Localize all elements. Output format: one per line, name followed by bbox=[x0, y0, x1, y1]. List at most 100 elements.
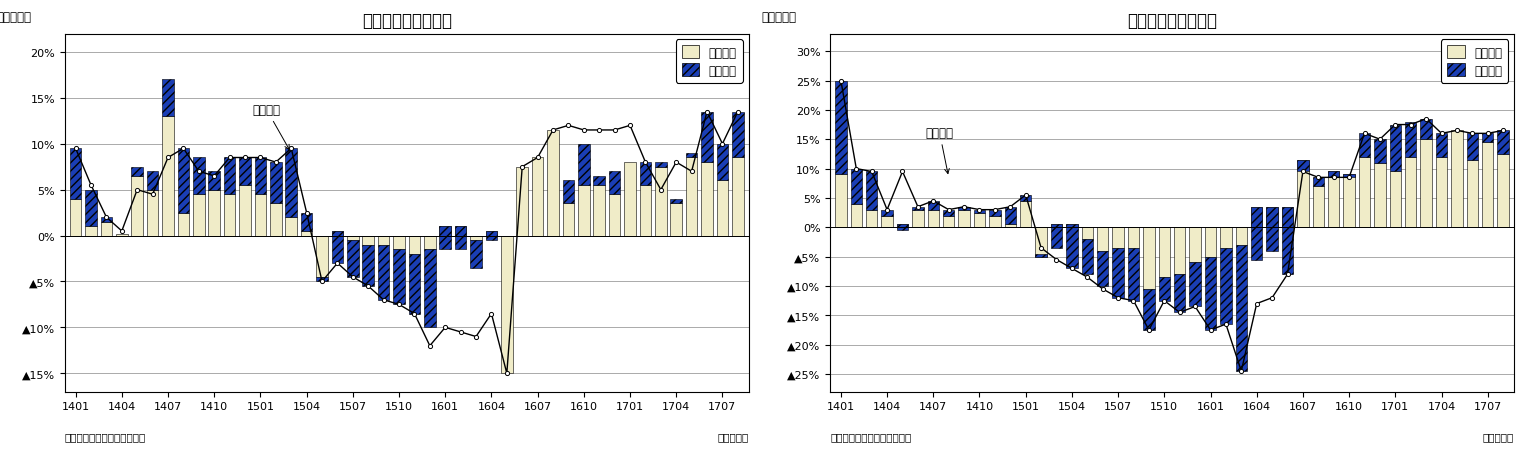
Text: （年・月）: （年・月） bbox=[717, 431, 749, 441]
Bar bbox=[1205, 257, 1217, 330]
Bar bbox=[194, 195, 204, 236]
Bar bbox=[639, 186, 651, 236]
Bar bbox=[300, 213, 313, 231]
Bar bbox=[1420, 120, 1432, 140]
Bar bbox=[1127, 228, 1139, 248]
Bar bbox=[1328, 172, 1339, 178]
Bar bbox=[1235, 245, 1247, 371]
Bar bbox=[990, 210, 1000, 216]
Bar bbox=[593, 176, 605, 186]
Bar bbox=[162, 117, 174, 236]
Bar bbox=[131, 176, 143, 236]
Bar bbox=[717, 181, 729, 236]
Bar bbox=[1374, 140, 1386, 163]
Bar bbox=[1281, 207, 1293, 228]
Bar bbox=[608, 195, 621, 236]
Bar bbox=[454, 227, 467, 250]
Bar bbox=[194, 158, 204, 195]
Bar bbox=[1452, 131, 1462, 228]
Bar bbox=[70, 199, 81, 236]
Bar bbox=[671, 204, 682, 236]
Text: 輸入金額: 輸入金額 bbox=[926, 127, 953, 174]
Bar bbox=[702, 163, 712, 236]
Bar bbox=[1374, 163, 1386, 228]
Bar bbox=[1081, 228, 1093, 239]
Bar bbox=[116, 234, 128, 236]
Bar bbox=[1159, 228, 1170, 277]
Bar bbox=[1020, 202, 1031, 228]
Bar bbox=[1298, 161, 1308, 172]
Bar bbox=[836, 81, 846, 175]
Bar bbox=[1359, 157, 1371, 228]
Bar bbox=[866, 210, 877, 228]
Bar bbox=[1235, 228, 1247, 245]
Bar bbox=[732, 112, 744, 158]
Bar bbox=[686, 158, 697, 236]
Bar bbox=[1266, 207, 1278, 251]
Bar bbox=[1328, 172, 1339, 228]
Bar bbox=[270, 204, 282, 236]
Bar bbox=[1144, 289, 1154, 330]
Text: （年・月）: （年・月） bbox=[1482, 431, 1514, 441]
Bar bbox=[209, 172, 220, 190]
Bar bbox=[656, 167, 666, 236]
Bar bbox=[517, 167, 528, 236]
Bar bbox=[70, 149, 81, 199]
Bar bbox=[378, 236, 389, 245]
Bar bbox=[927, 210, 939, 228]
Bar bbox=[1498, 155, 1508, 228]
Bar bbox=[331, 231, 343, 236]
Bar bbox=[1298, 161, 1308, 228]
Bar bbox=[1051, 225, 1063, 228]
Bar bbox=[1096, 228, 1109, 251]
Bar bbox=[470, 236, 482, 240]
Bar bbox=[255, 158, 267, 195]
Bar bbox=[1482, 143, 1493, 228]
Bar bbox=[1020, 196, 1031, 202]
Legend: 数量要因, 価格要因: 数量要因, 価格要因 bbox=[676, 41, 743, 83]
Bar bbox=[409, 254, 421, 314]
Bar bbox=[1035, 254, 1046, 257]
Bar bbox=[912, 207, 924, 210]
Bar bbox=[717, 144, 729, 181]
Bar bbox=[285, 218, 297, 236]
Bar bbox=[424, 250, 436, 327]
Bar bbox=[162, 80, 174, 117]
Bar bbox=[502, 236, 512, 373]
Bar bbox=[177, 213, 189, 236]
Bar bbox=[881, 216, 892, 228]
Bar bbox=[1066, 225, 1078, 269]
Bar bbox=[209, 190, 220, 236]
Bar bbox=[1435, 134, 1447, 157]
Bar bbox=[1051, 225, 1063, 248]
Bar bbox=[656, 163, 666, 167]
Bar bbox=[485, 231, 497, 240]
Bar bbox=[532, 158, 543, 236]
Bar bbox=[1190, 228, 1200, 263]
Bar bbox=[1467, 161, 1478, 228]
Text: （資料）財務省「貿易統計」: （資料）財務省「貿易統計」 bbox=[830, 431, 912, 441]
Bar bbox=[1482, 134, 1493, 143]
Bar bbox=[224, 195, 235, 236]
Bar bbox=[1498, 131, 1508, 155]
Bar bbox=[439, 227, 451, 236]
Bar bbox=[1405, 157, 1417, 228]
Bar bbox=[732, 158, 744, 236]
Bar bbox=[1281, 207, 1293, 275]
Bar bbox=[1220, 228, 1232, 248]
Bar bbox=[958, 207, 970, 210]
Bar bbox=[424, 236, 436, 250]
Bar bbox=[454, 227, 467, 236]
Bar bbox=[300, 231, 313, 236]
Bar bbox=[485, 231, 497, 236]
Bar bbox=[578, 186, 590, 236]
Bar bbox=[897, 225, 909, 230]
Bar bbox=[1035, 228, 1046, 257]
Bar bbox=[958, 210, 970, 228]
Bar bbox=[331, 231, 343, 263]
Bar bbox=[974, 213, 985, 228]
Bar bbox=[239, 158, 250, 186]
Bar bbox=[348, 240, 358, 277]
Bar bbox=[686, 153, 697, 158]
Bar bbox=[974, 210, 985, 213]
